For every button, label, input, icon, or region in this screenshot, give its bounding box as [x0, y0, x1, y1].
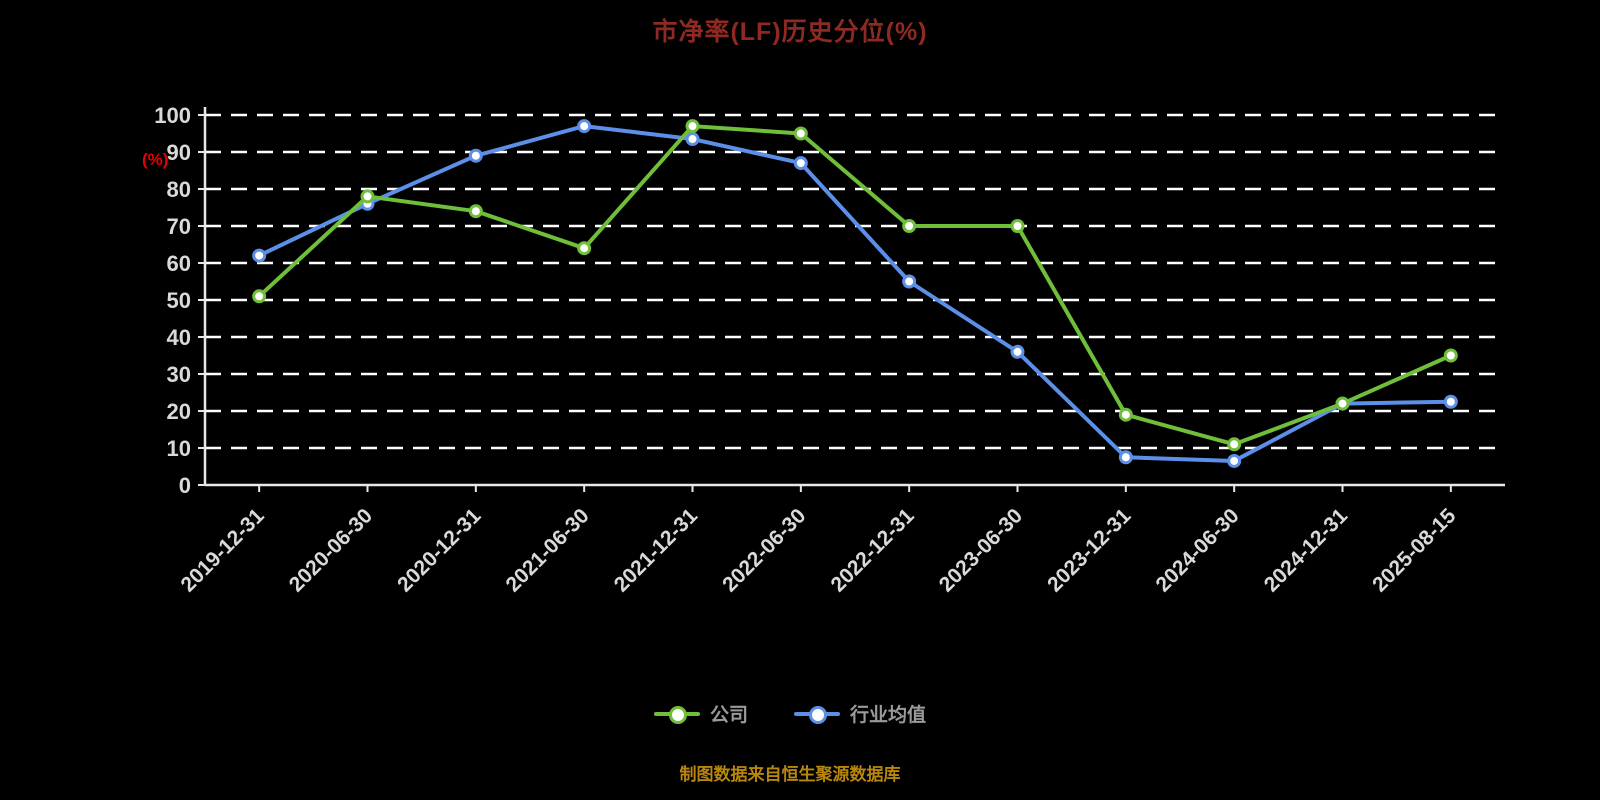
- y-tick-label-100: 100: [154, 103, 191, 128]
- data-point-行业均值-2025-08-15[interactable]: [1443, 394, 1458, 409]
- data-point-行业均值-2024-06-30[interactable]: [1227, 453, 1242, 468]
- data-point-公司-2020-06-30[interactable]: [360, 189, 375, 204]
- industry-series-marker-icon: [794, 705, 840, 724]
- y-tick-label-40: 40: [167, 325, 191, 350]
- data-point-行业均值-2023-06-30[interactable]: [1010, 344, 1025, 359]
- data-point-行业均值-2020-12-31[interactable]: [468, 148, 483, 163]
- x-tick-label: 2023-06-30: [935, 504, 1027, 596]
- y-tick-label-30: 30: [167, 362, 191, 387]
- series-line-行业均值: [257, 124, 1453, 463]
- x-tick-label: 2019-12-31: [176, 504, 268, 596]
- x-tick-label: 2020-06-30: [285, 504, 377, 596]
- y-tick-label-20: 20: [167, 399, 191, 424]
- y-tick-label-50: 50: [167, 288, 191, 313]
- data-point-行业均值-2021-06-30[interactable]: [577, 119, 592, 134]
- x-tick-label: 2023-12-31: [1043, 504, 1135, 596]
- y-tick-label-90: 90: [167, 140, 191, 165]
- x-tick-label: 2024-06-30: [1151, 504, 1243, 596]
- data-point-行业均值-2022-12-31[interactable]: [902, 274, 917, 289]
- y-axis-unit-label: (%): [142, 150, 169, 169]
- data-point-公司-2022-12-31[interactable]: [902, 219, 917, 233]
- data-point-公司-2020-12-31[interactable]: [468, 204, 483, 219]
- x-tick-label: 2020-12-31: [393, 504, 485, 596]
- line-chart: 0 10 20 30 40 50 60 70 80 90 100 2019-12-31 2020-06-…: [154, 103, 1505, 596]
- data-point-行业均值-2021-12-31[interactable]: [685, 132, 700, 147]
- chart-legend: 公司 行业均值: [0, 700, 1580, 727]
- data-point-行业均值-2022-06-30[interactable]: [793, 156, 808, 171]
- chart-title: 市净率(LF)历史分位(%): [652, 18, 928, 46]
- legend-item-company[interactable]: 公司: [653, 700, 748, 727]
- y-tick-label-70: 70: [167, 214, 191, 239]
- legend-label-industry-average: 行业均值: [850, 705, 927, 726]
- data-point-公司-2021-06-30[interactable]: [577, 241, 592, 256]
- data-point-公司-2021-12-31[interactable]: [685, 119, 700, 134]
- x-tick-label: 2021-06-30: [501, 504, 593, 596]
- x-tick-label: 2025-08-15: [1368, 504, 1460, 596]
- legend-item-industry-average[interactable]: 行业均值: [794, 700, 926, 727]
- legend-label-company: 公司: [709, 705, 748, 726]
- y-tick-label-10: 10: [167, 436, 191, 461]
- data-point-公司-2024-12-31[interactable]: [1335, 396, 1350, 411]
- y-tick-label-60: 60: [167, 251, 191, 276]
- data-point-公司-2025-08-15[interactable]: [1443, 348, 1458, 363]
- y-tick-label-80: 80: [167, 177, 191, 202]
- y-tick-label-0: 0: [179, 473, 191, 498]
- x-tick-label: 2022-12-31: [826, 504, 918, 596]
- data-point-公司-2024-06-30[interactable]: [1227, 437, 1242, 452]
- x-tick-label: 2024-12-31: [1260, 504, 1352, 596]
- company-series-marker-icon: [653, 705, 700, 724]
- data-source-note: 制图数据来自恒生聚源数据库: [679, 765, 901, 784]
- data-point-行业均值-2023-12-31[interactable]: [1118, 450, 1133, 465]
- data-point-公司-2023-06-30[interactable]: [1010, 219, 1025, 233]
- x-tick-label: 2021-12-31: [610, 504, 702, 596]
- series-line-公司: [257, 124, 1453, 447]
- data-point-行业均值-2019-12-31[interactable]: [252, 248, 267, 263]
- data-point-公司-2022-06-30[interactable]: [793, 126, 808, 141]
- data-point-公司-2019-12-31[interactable]: [252, 289, 267, 304]
- data-point-公司-2023-12-31[interactable]: [1118, 407, 1133, 422]
- x-tick-label: 2022-06-30: [718, 504, 810, 596]
